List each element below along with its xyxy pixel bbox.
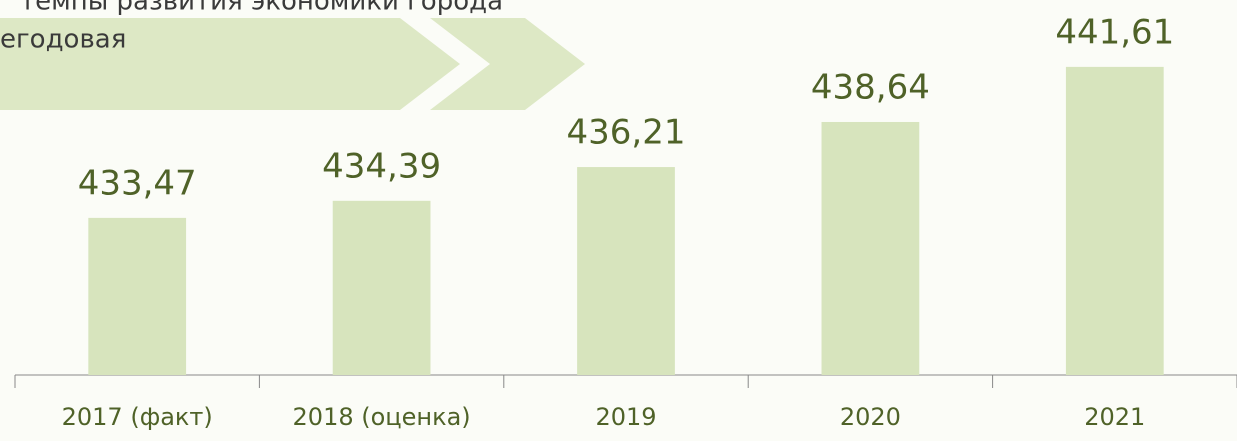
- value-label: 438,64: [811, 67, 930, 107]
- value-label: 434,39: [322, 146, 441, 186]
- x-tick-label: 2017 (факт): [62, 403, 213, 431]
- bar: [821, 121, 920, 375]
- value-label: 441,61: [1055, 12, 1174, 52]
- value-label: 433,47: [78, 163, 197, 203]
- bar: [332, 200, 431, 375]
- bar: [1065, 66, 1164, 376]
- x-tick-label: 2021: [1084, 403, 1145, 431]
- x-tick-label: 2018 (оценка): [293, 403, 471, 431]
- x-tick-label: 2019: [595, 403, 656, 431]
- chevron: [430, 18, 585, 110]
- chevron: [0, 18, 460, 110]
- bar: [577, 167, 675, 375]
- bar: [88, 217, 187, 375]
- title-line: темпы развития экономики города: [20, 0, 503, 17]
- x-tick-label: 2020: [840, 403, 901, 431]
- value-label: 436,21: [567, 113, 686, 153]
- title-line: егодовая: [0, 25, 126, 55]
